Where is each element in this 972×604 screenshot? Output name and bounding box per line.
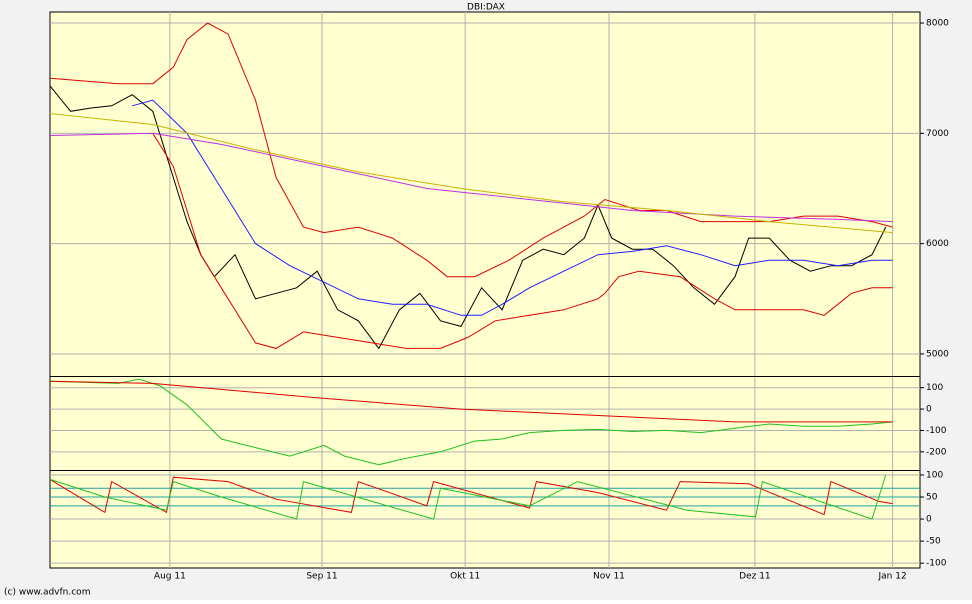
chart-title: DBI:DAX — [467, 3, 505, 13]
y-tick-label: 5000 — [926, 349, 949, 359]
y-tick-label: 0 — [926, 515, 932, 525]
series-line — [49, 474, 887, 520]
x-tick-label: Jan 12 — [878, 572, 907, 582]
series-line — [132, 99, 893, 316]
y-tick-label: -50 — [926, 537, 941, 547]
y-tick-label: 50 — [926, 493, 938, 503]
y-tick-label: -100 — [926, 559, 947, 569]
x-tick-label: Sep 11 — [306, 572, 337, 582]
x-tick-label: Aug 11 — [154, 572, 186, 582]
y-tick-label: 8000 — [926, 19, 949, 29]
series-line — [152, 133, 893, 349]
plot-area — [49, 11, 921, 569]
x-tick-label: Dez 11 — [739, 572, 771, 582]
series-line — [49, 378, 893, 466]
series-line — [49, 132, 893, 223]
y-tick-label: -100 — [926, 426, 947, 436]
x-tick-label: Okt 11 — [450, 572, 480, 582]
y-tick-label: 0 — [926, 405, 932, 415]
x-tick-label: Nov 11 — [593, 572, 625, 582]
series-line — [49, 380, 893, 423]
series-line — [49, 85, 887, 350]
y-tick-label: 7000 — [926, 129, 949, 139]
series-line — [49, 22, 893, 278]
series-line — [49, 113, 893, 234]
y-tick-label: 100 — [926, 383, 943, 393]
y-tick-label: 6000 — [926, 239, 949, 249]
footer: (c) www.advfn.com — [4, 588, 90, 598]
y-tick-label: 100 — [926, 470, 943, 480]
y-tick-label: -200 — [926, 447, 947, 457]
